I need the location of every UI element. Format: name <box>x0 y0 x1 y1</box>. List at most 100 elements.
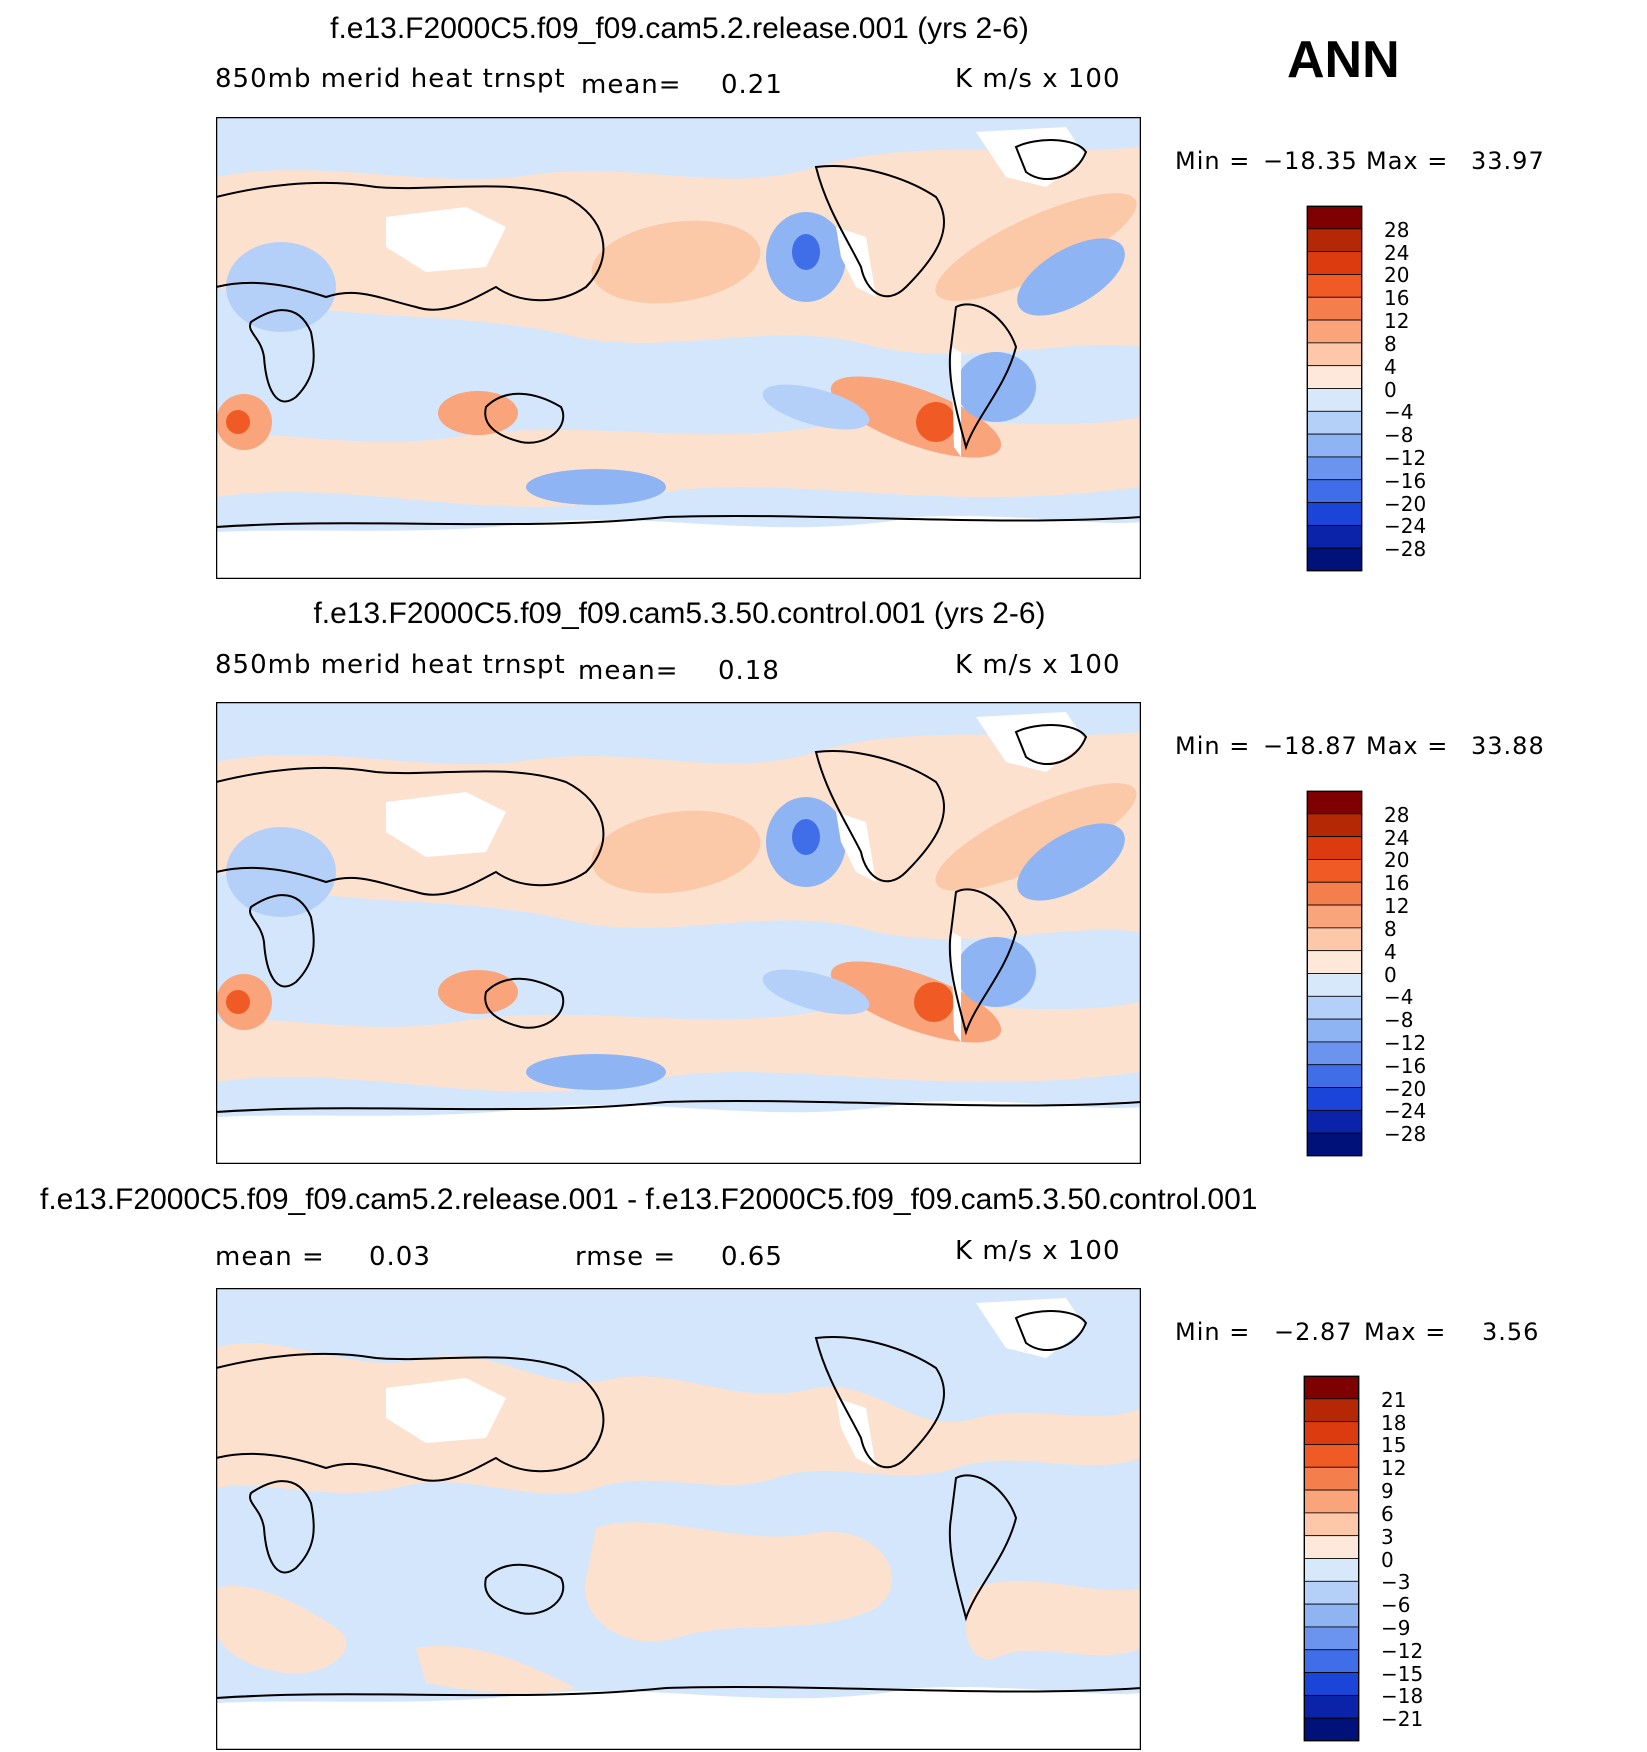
colorbar-test <box>1306 205 1363 572</box>
colorbar-swatch <box>1303 1375 1360 1400</box>
colorbar-tick-label: 24 <box>1384 240 1410 265</box>
panel-min-value-diff: −2.87 <box>1274 1318 1353 1346</box>
panel-rmse-value-diff: 0.65 <box>721 1242 783 1272</box>
panel-min-label-test: Min = <box>1175 147 1251 175</box>
colorbar-tick-label: 28 <box>1384 802 1410 827</box>
colorbar-swatch <box>1306 296 1363 321</box>
colorbar-swatch <box>1303 1603 1360 1628</box>
panel-max-value-diff: 3.56 <box>1482 1318 1540 1346</box>
pos-feature <box>226 990 250 1014</box>
colorbar-swatch <box>1303 1694 1360 1719</box>
colorbar-swatch <box>1306 790 1363 815</box>
panel-title-diff: f.e13.F2000C5.f09_f09.cam5.2.release.001… <box>40 1183 1258 1216</box>
colorbar-tick-label: 0 <box>1381 1547 1394 1572</box>
colorbar-tick-label: 8 <box>1384 916 1397 941</box>
colorbar-tick-label: 16 <box>1384 286 1410 311</box>
colorbar-swatch <box>1303 1672 1360 1696</box>
colorbar-swatch <box>1303 1649 1360 1673</box>
neg-feature <box>762 384 870 430</box>
pos-feature <box>916 402 956 442</box>
colorbar-tick-label: −15 <box>1381 1661 1424 1686</box>
colorbar-swatch <box>1306 927 1363 952</box>
colorbar-tick-label: −24 <box>1384 1099 1427 1124</box>
colorbar-swatch <box>1306 950 1363 974</box>
neg-feature <box>1017 238 1125 316</box>
colorbar-tick-label: 4 <box>1384 939 1397 964</box>
pos-patch <box>216 1586 347 1674</box>
colorbar-tick-label: 9 <box>1381 1479 1394 1504</box>
map-frame <box>216 117 1141 579</box>
colorbar-labels-control: 28 24 20 16 12 8 4 0 −4 −8 −12 −16 −20 −24 −28 <box>1384 791 1444 1156</box>
pos-patch <box>965 1580 1141 1660</box>
colorbar-swatch <box>1306 228 1363 253</box>
colorbar-tick-label: 0 <box>1384 377 1397 402</box>
panel-units-control: K m/s x 100 <box>955 650 1121 680</box>
colorbar-swatch <box>1303 1558 1360 1582</box>
neg-feature <box>226 827 336 917</box>
colorbar-swatch <box>1306 1132 1363 1157</box>
pos-feature <box>226 410 250 434</box>
panel-title-test: f.e13.F2000C5.f09_f09.cam5.2.release.001… <box>330 12 1029 45</box>
colorbar-tick-label: −28 <box>1384 1122 1427 1147</box>
colorbar-tick-label: −8 <box>1384 1008 1414 1033</box>
panel-mean-value-test: 0.21 <box>721 70 783 100</box>
colorbar-swatch <box>1306 410 1363 435</box>
colorbar-swatches <box>1306 790 1363 1157</box>
colorbar-diff <box>1303 1375 1360 1742</box>
colorbar-swatch <box>1306 433 1363 458</box>
neg-feature <box>956 352 1036 422</box>
panel-max-value-control: 33.88 <box>1471 732 1545 760</box>
pos-feature <box>438 970 518 1014</box>
panel-variable-control: 850mb merid heat trnspt <box>215 650 566 680</box>
colorbar-swatch <box>1303 1398 1360 1423</box>
colorbar-labels-test: 28 24 20 16 12 8 4 0 −4 −8 −12 −16 −20 −24 −28 <box>1384 206 1444 571</box>
colorbar-tick-label: 0 <box>1384 962 1397 987</box>
colorbar-tick-label: 6 <box>1381 1501 1394 1526</box>
colorbar-swatch <box>1306 342 1363 367</box>
panel-rmse-label-diff: rmse = <box>575 1242 677 1272</box>
colorbar-swatch <box>1303 1512 1360 1537</box>
colorbar-swatch <box>1306 1018 1363 1043</box>
panel-min-value-test: −18.35 <box>1263 147 1358 175</box>
panel-variable-test: 850mb merid heat trnspt <box>215 64 566 94</box>
colorbar-tick-label: 3 <box>1381 1524 1394 1549</box>
colorbar-swatch <box>1306 973 1363 997</box>
pos-feature <box>914 982 954 1022</box>
colorbar-tick-label: −4 <box>1384 985 1414 1010</box>
panel-max-value-test: 33.97 <box>1471 147 1545 175</box>
colorbar-swatch <box>1306 251 1363 275</box>
panel-min-label-diff: Min = <box>1175 1318 1251 1346</box>
neg-feature <box>762 969 870 1015</box>
panel-mean-label-control: mean= <box>578 656 679 686</box>
colorbar-swatch <box>1306 859 1363 883</box>
missing-greenland <box>976 1298 1086 1358</box>
pos-feature <box>935 193 1137 301</box>
colorbar-swatches <box>1303 1375 1360 1742</box>
map-frame <box>216 1288 1141 1750</box>
missing-tibet <box>386 1378 506 1443</box>
colorbar-swatch <box>1303 1489 1360 1514</box>
colorbar-tick-label: −16 <box>1384 468 1427 493</box>
colorbar-tick-label: −4 <box>1384 400 1414 425</box>
panel-units-test: K m/s x 100 <box>955 64 1121 94</box>
colorbar-swatch <box>1303 1466 1360 1491</box>
coastlines <box>216 1310 1141 1699</box>
missing-tibet <box>386 792 506 857</box>
colorbar-swatch <box>1306 881 1363 906</box>
panel-mean-label-test: mean= <box>581 70 682 100</box>
neg-feature <box>226 242 336 332</box>
antarctica <box>216 1100 1141 1164</box>
neg-feature <box>792 234 820 270</box>
colorbar-swatch <box>1306 319 1363 344</box>
neg-feature <box>526 469 666 505</box>
colorbar-tick-label: −18 <box>1381 1684 1424 1709</box>
missing-greenland <box>976 127 1086 187</box>
pos-feature <box>591 810 761 894</box>
map-background <box>216 1288 1141 1750</box>
colorbar-tick-label: 21 <box>1381 1387 1407 1412</box>
colorbar-swatch <box>1303 1580 1360 1605</box>
panel-min-label-control: Min = <box>1175 732 1251 760</box>
pos-feature <box>935 783 1137 891</box>
neg-feature <box>792 819 820 855</box>
colorbar-swatch <box>1306 456 1363 481</box>
